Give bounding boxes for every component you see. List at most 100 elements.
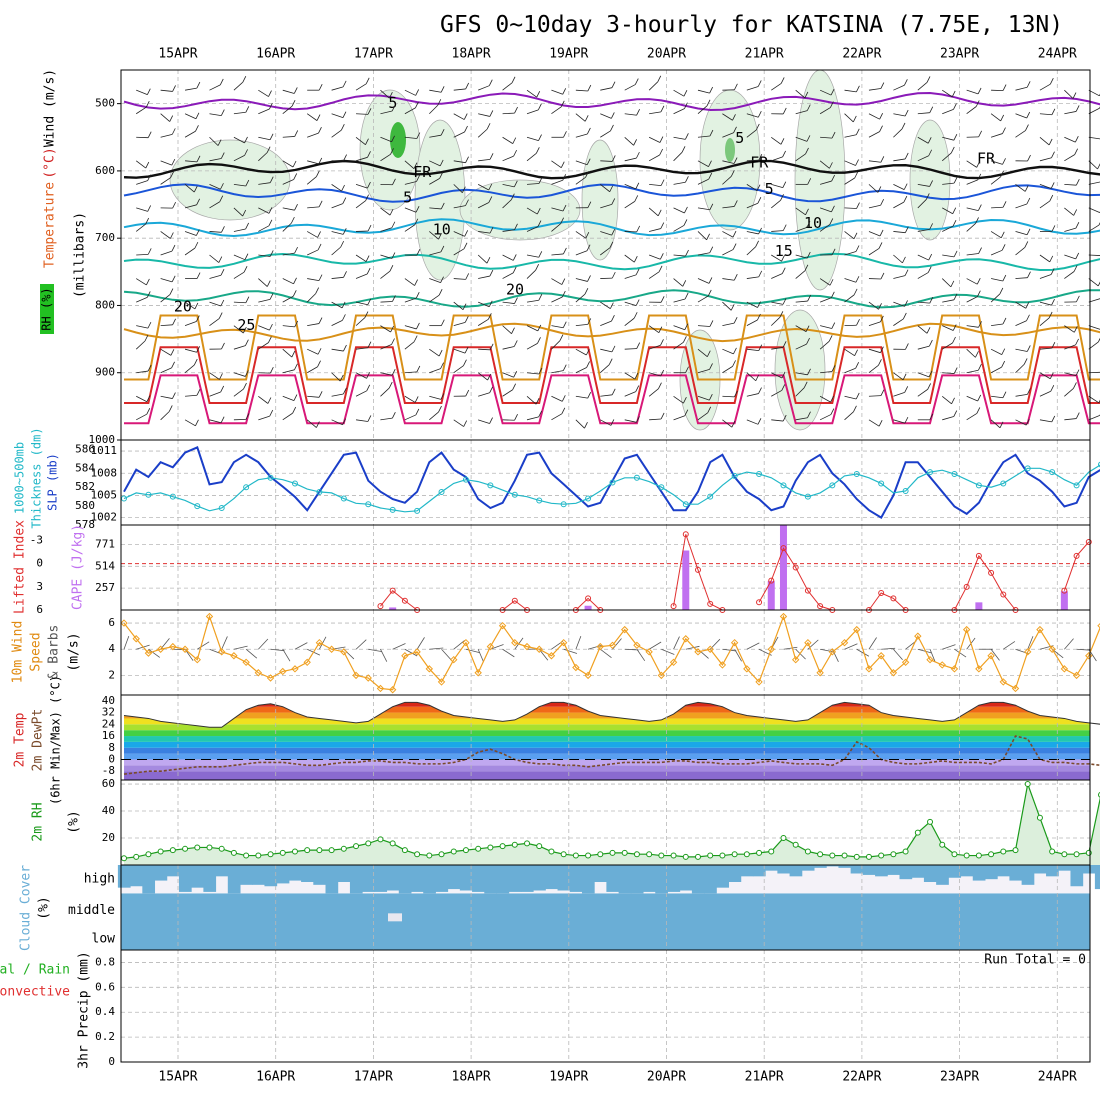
wind-barb [1088,107,1100,115]
cloud-middle-low [121,893,1090,950]
wind-barb-flag [905,343,909,350]
wind-barb-flag [465,199,469,206]
wind-barb [135,106,147,115]
wind-barb-flag [489,343,494,350]
wind-barb-flag [416,132,421,139]
wind-barb-flag [757,111,762,118]
wind-barb-flag [878,303,882,310]
rh2m-point [597,851,604,858]
wind-barb [453,365,464,374]
wind-speed-point [144,649,153,657]
wind-barb-10m [245,648,258,659]
rh2m-point [524,840,531,847]
wind-barb-flag [538,134,542,141]
wind-barb-flag [365,194,369,201]
cloud-high-cell [826,865,839,867]
wind-barb [673,395,684,404]
temp2m-tick-label: 8 [108,741,115,754]
wind-barb [404,160,415,169]
wind-barb [478,275,490,279]
wind-barb-flag [559,334,564,341]
wind-barb-flag [758,227,762,235]
wind-barb-flag [780,138,785,145]
wind-barb [184,184,195,193]
wind-barb [453,88,466,91]
wind-barb [184,419,196,427]
wind-barb [404,395,416,403]
wind-barb-flag [831,322,836,329]
date-label-bottom: 22APR [842,1070,881,1085]
wind-barb [771,273,783,279]
wind-barb [746,202,759,209]
wind-barb-flag [316,114,321,121]
temperature-band [124,730,1090,737]
wind-speed-point [572,663,580,672]
lifted-index-point [878,590,885,596]
panel-frame [120,949,1091,1063]
wind-barb-flag [538,367,543,375]
wind-barb [258,254,271,257]
wind-barb-flag [268,336,272,343]
wind-barb [404,89,416,96]
rh2m-point [182,845,189,852]
slp-axis-label: SLP (mb) [46,453,60,511]
lifted-tick-label: -3 [30,533,43,546]
wind-barb [502,183,515,188]
wind-barb-10m [1003,641,1016,650]
wind-barb [868,184,879,193]
wind-barb [258,136,271,141]
wind-barb-flag [904,152,909,160]
wind-barb [160,177,171,185]
cloud-high-cell [936,865,949,885]
thickness-point [389,506,396,513]
wind-barb-flag [880,389,885,396]
thickness-tick-label: 586 [75,442,95,455]
wind-barb-flag [415,206,420,213]
wind-barb [1064,271,1075,279]
rh2m-point [291,848,298,855]
precip-tick-label: 0.6 [95,980,115,993]
wind-barb [942,225,954,232]
wind-speed-point [816,669,824,677]
wind-barb-flag [950,280,955,288]
wind-speed-point [242,658,250,667]
wind-barb-flag [758,270,763,278]
wind-barb-flag [830,291,835,298]
wind-barb-flag [734,83,738,90]
wind-barb [1064,111,1077,115]
wind-barb-flag [486,123,491,130]
wind-speed-point [340,648,348,656]
wind-barb-flag [685,249,689,257]
wind-barb [648,325,660,334]
wind-barb-flag [487,373,491,381]
wind-barb [404,207,417,213]
wind-barb [917,82,928,91]
rh2m-point [475,845,482,852]
wind-barb-flag [171,275,176,283]
wind10m-barbs-label: & Barbs [47,625,62,680]
wind-barb-flag [293,277,297,284]
thickness-point [1073,482,1080,489]
cape-bar [975,602,983,610]
rh2m-point [890,851,897,858]
wind-barb-flag [292,290,297,297]
wind-barb [526,372,539,375]
wind-barb-flag [609,185,614,192]
wind-speed-point [804,638,812,647]
thickness-point [291,480,298,487]
wind-barb [551,413,563,421]
wind-barb [307,348,319,355]
wind-barb [1088,207,1100,213]
wind-barb [1039,301,1052,306]
rh2m-point [340,845,347,852]
wind-barb [477,202,490,209]
wind-barb-flag [586,244,591,251]
wind-barb [917,372,930,378]
wind-barb-flag [904,109,909,117]
wind-barb-flag [146,278,150,286]
wind-speed-point [450,655,458,664]
wind-barb-flag [781,267,786,274]
wind-barb [307,278,320,282]
thickness-point [1049,469,1056,476]
temperature-contour [123,322,1100,343]
